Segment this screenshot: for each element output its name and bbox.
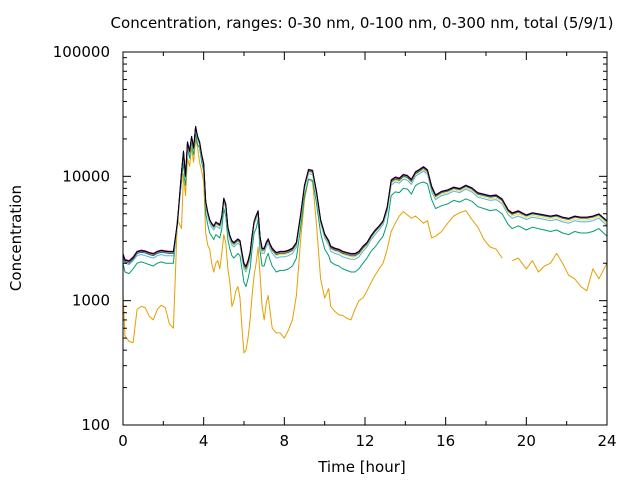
series-line-1 xyxy=(122,138,503,354)
axis-ticks xyxy=(122,51,608,426)
plot-lines xyxy=(122,125,608,354)
series-line-9 xyxy=(122,126,608,268)
x-axis-label: Time [hour] xyxy=(317,458,406,476)
x-tick-label: 24 xyxy=(597,432,616,450)
y-axis-label: Concentration xyxy=(7,185,25,291)
plot-border xyxy=(122,51,608,426)
series-line-2 xyxy=(512,252,608,292)
x-tick-label: 16 xyxy=(436,432,455,450)
x-tick-label: 8 xyxy=(280,432,290,450)
y-tick-label: 100 xyxy=(81,416,110,434)
chart-title: Concentration, ranges: 0-30 nm, 0-100 nm… xyxy=(111,14,614,32)
x-tick-label: 0 xyxy=(118,432,128,450)
y-tick-label: 10000 xyxy=(62,167,110,185)
series-line-4 xyxy=(122,128,608,273)
y-tick-label: 100000 xyxy=(53,43,110,61)
x-tick-label: 4 xyxy=(199,432,209,450)
x-tick-label: 20 xyxy=(517,432,536,450)
x-tick-label: 12 xyxy=(355,432,374,450)
tick-labels: 0 4 8 12 16 20 24 100 1000 10000 100000 xyxy=(53,43,617,450)
y-tick-label: 1000 xyxy=(72,292,110,310)
